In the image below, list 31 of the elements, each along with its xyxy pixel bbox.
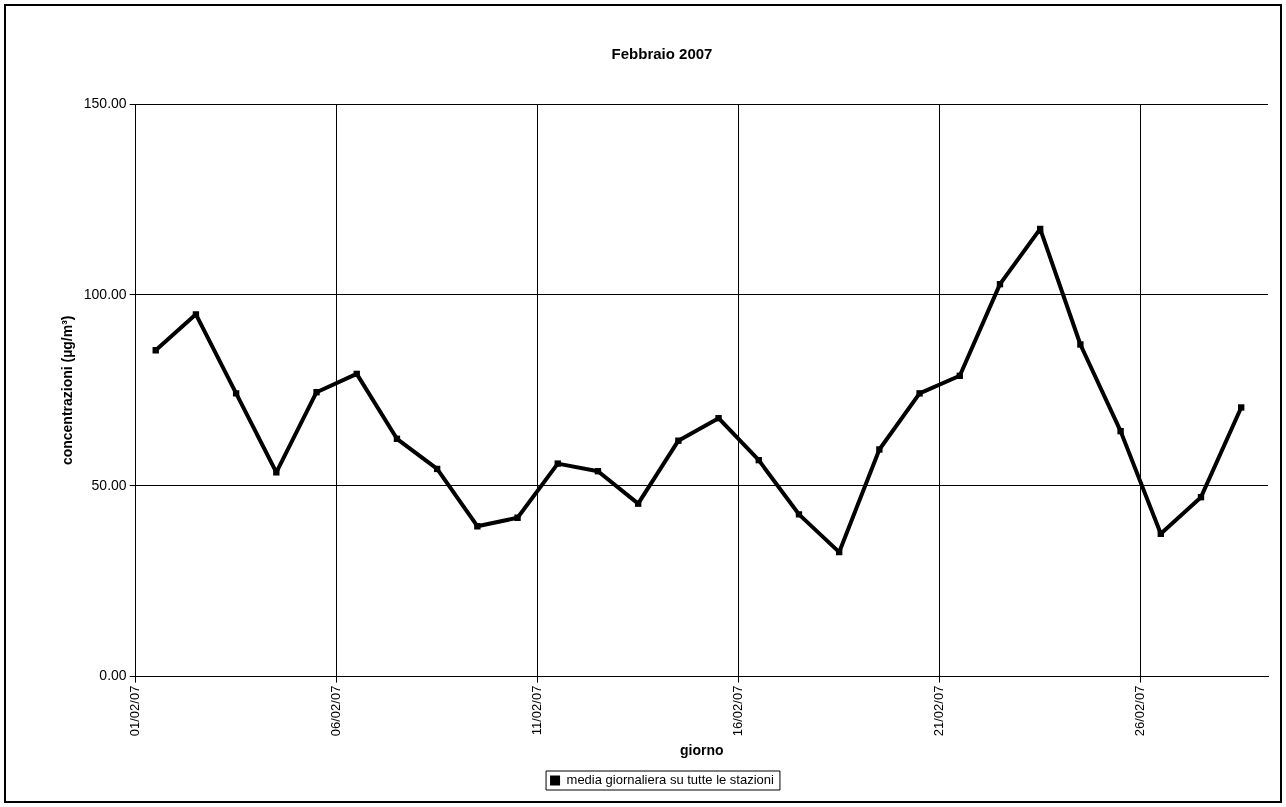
point: [313, 389, 320, 396]
x-tick-label: 01/02/07: [127, 685, 143, 737]
point: [152, 347, 159, 354]
legend-label: media giornaliera su tutte le stazioni: [566, 772, 775, 788]
y-tick-label: 150.00: [83, 94, 127, 111]
x-tick-label: 06/02/07: [328, 685, 344, 737]
point: [715, 414, 722, 422]
point: [634, 500, 642, 507]
y-tick-label: 0.00: [99, 667, 127, 684]
point: [1077, 341, 1084, 348]
point: [474, 523, 481, 530]
x-tick-label: 21/02/07: [931, 685, 947, 737]
point: [1238, 404, 1245, 411]
chart-title: Febbraio 2007: [611, 45, 713, 63]
point: [514, 514, 521, 521]
point: [232, 390, 240, 397]
point: [273, 469, 280, 476]
point: [675, 437, 682, 444]
y-tick-label: 50.00: [91, 476, 127, 493]
point: [916, 390, 923, 397]
point: [876, 446, 883, 453]
x-tick-label: 26/02/07: [1132, 685, 1148, 737]
point: [795, 511, 803, 518]
x-tick-label: 16/02/07: [730, 685, 746, 737]
point: [1117, 427, 1124, 435]
y-tick-label: 100.00: [83, 285, 127, 302]
x-axis-title: giorno: [680, 742, 724, 759]
x-tick-label: 11/02/07: [529, 685, 545, 736]
point: [192, 311, 200, 318]
y-axis-title: concentrazioni (µg/m³): [59, 315, 76, 466]
point: [554, 460, 561, 467]
